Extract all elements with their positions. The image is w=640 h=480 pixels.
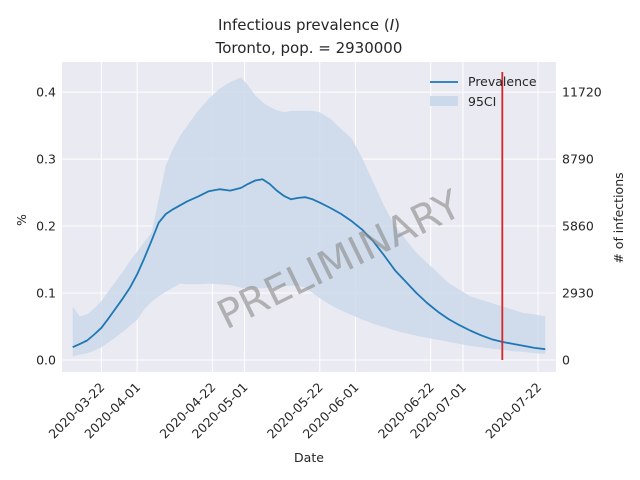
y-axis-right-ticks: 0 2930 5860 8790 11720 (562, 85, 602, 368)
y-axis-ticks: 0.0 0.1 0.2 0.3 0.4 (36, 85, 56, 368)
x-tick-label: 2020-07-22 (482, 380, 544, 442)
legend-band-swatch (430, 96, 458, 106)
prevalence-line (72, 178, 546, 351)
legend: Prevalence 95CI (430, 74, 537, 109)
y-tick-label: 0.1 (36, 285, 56, 300)
y-tick-label: 0.0 (36, 352, 56, 367)
y-axis-right-label: # of infections (611, 172, 626, 263)
legend-label-ci: 95CI (468, 94, 496, 109)
y-right-tick-label: 5860 (562, 219, 594, 234)
y-tick-label: 0.4 (36, 85, 56, 100)
prevalence-line-path (72, 178, 546, 351)
y-right-tick-label: 0 (562, 352, 570, 367)
y-right-tick-label: 11720 (562, 85, 602, 100)
y-axis-label: % (14, 214, 29, 226)
legend-label-prevalence: Prevalence (468, 74, 537, 89)
y-tick-label: 0.3 (36, 152, 56, 167)
y-right-tick-label: 8790 (562, 152, 594, 167)
chart-title-line2: Toronto, pop. = 2930000 (215, 39, 403, 57)
ci-band (72, 77, 546, 357)
chart-title-line1: Infectious prevalence (I) (218, 16, 400, 34)
ci-band-area (72, 77, 546, 357)
x-axis-label: Date (294, 450, 324, 465)
y-tick-label: 0.2 (36, 219, 56, 234)
y-right-tick-label: 2930 (562, 285, 594, 300)
